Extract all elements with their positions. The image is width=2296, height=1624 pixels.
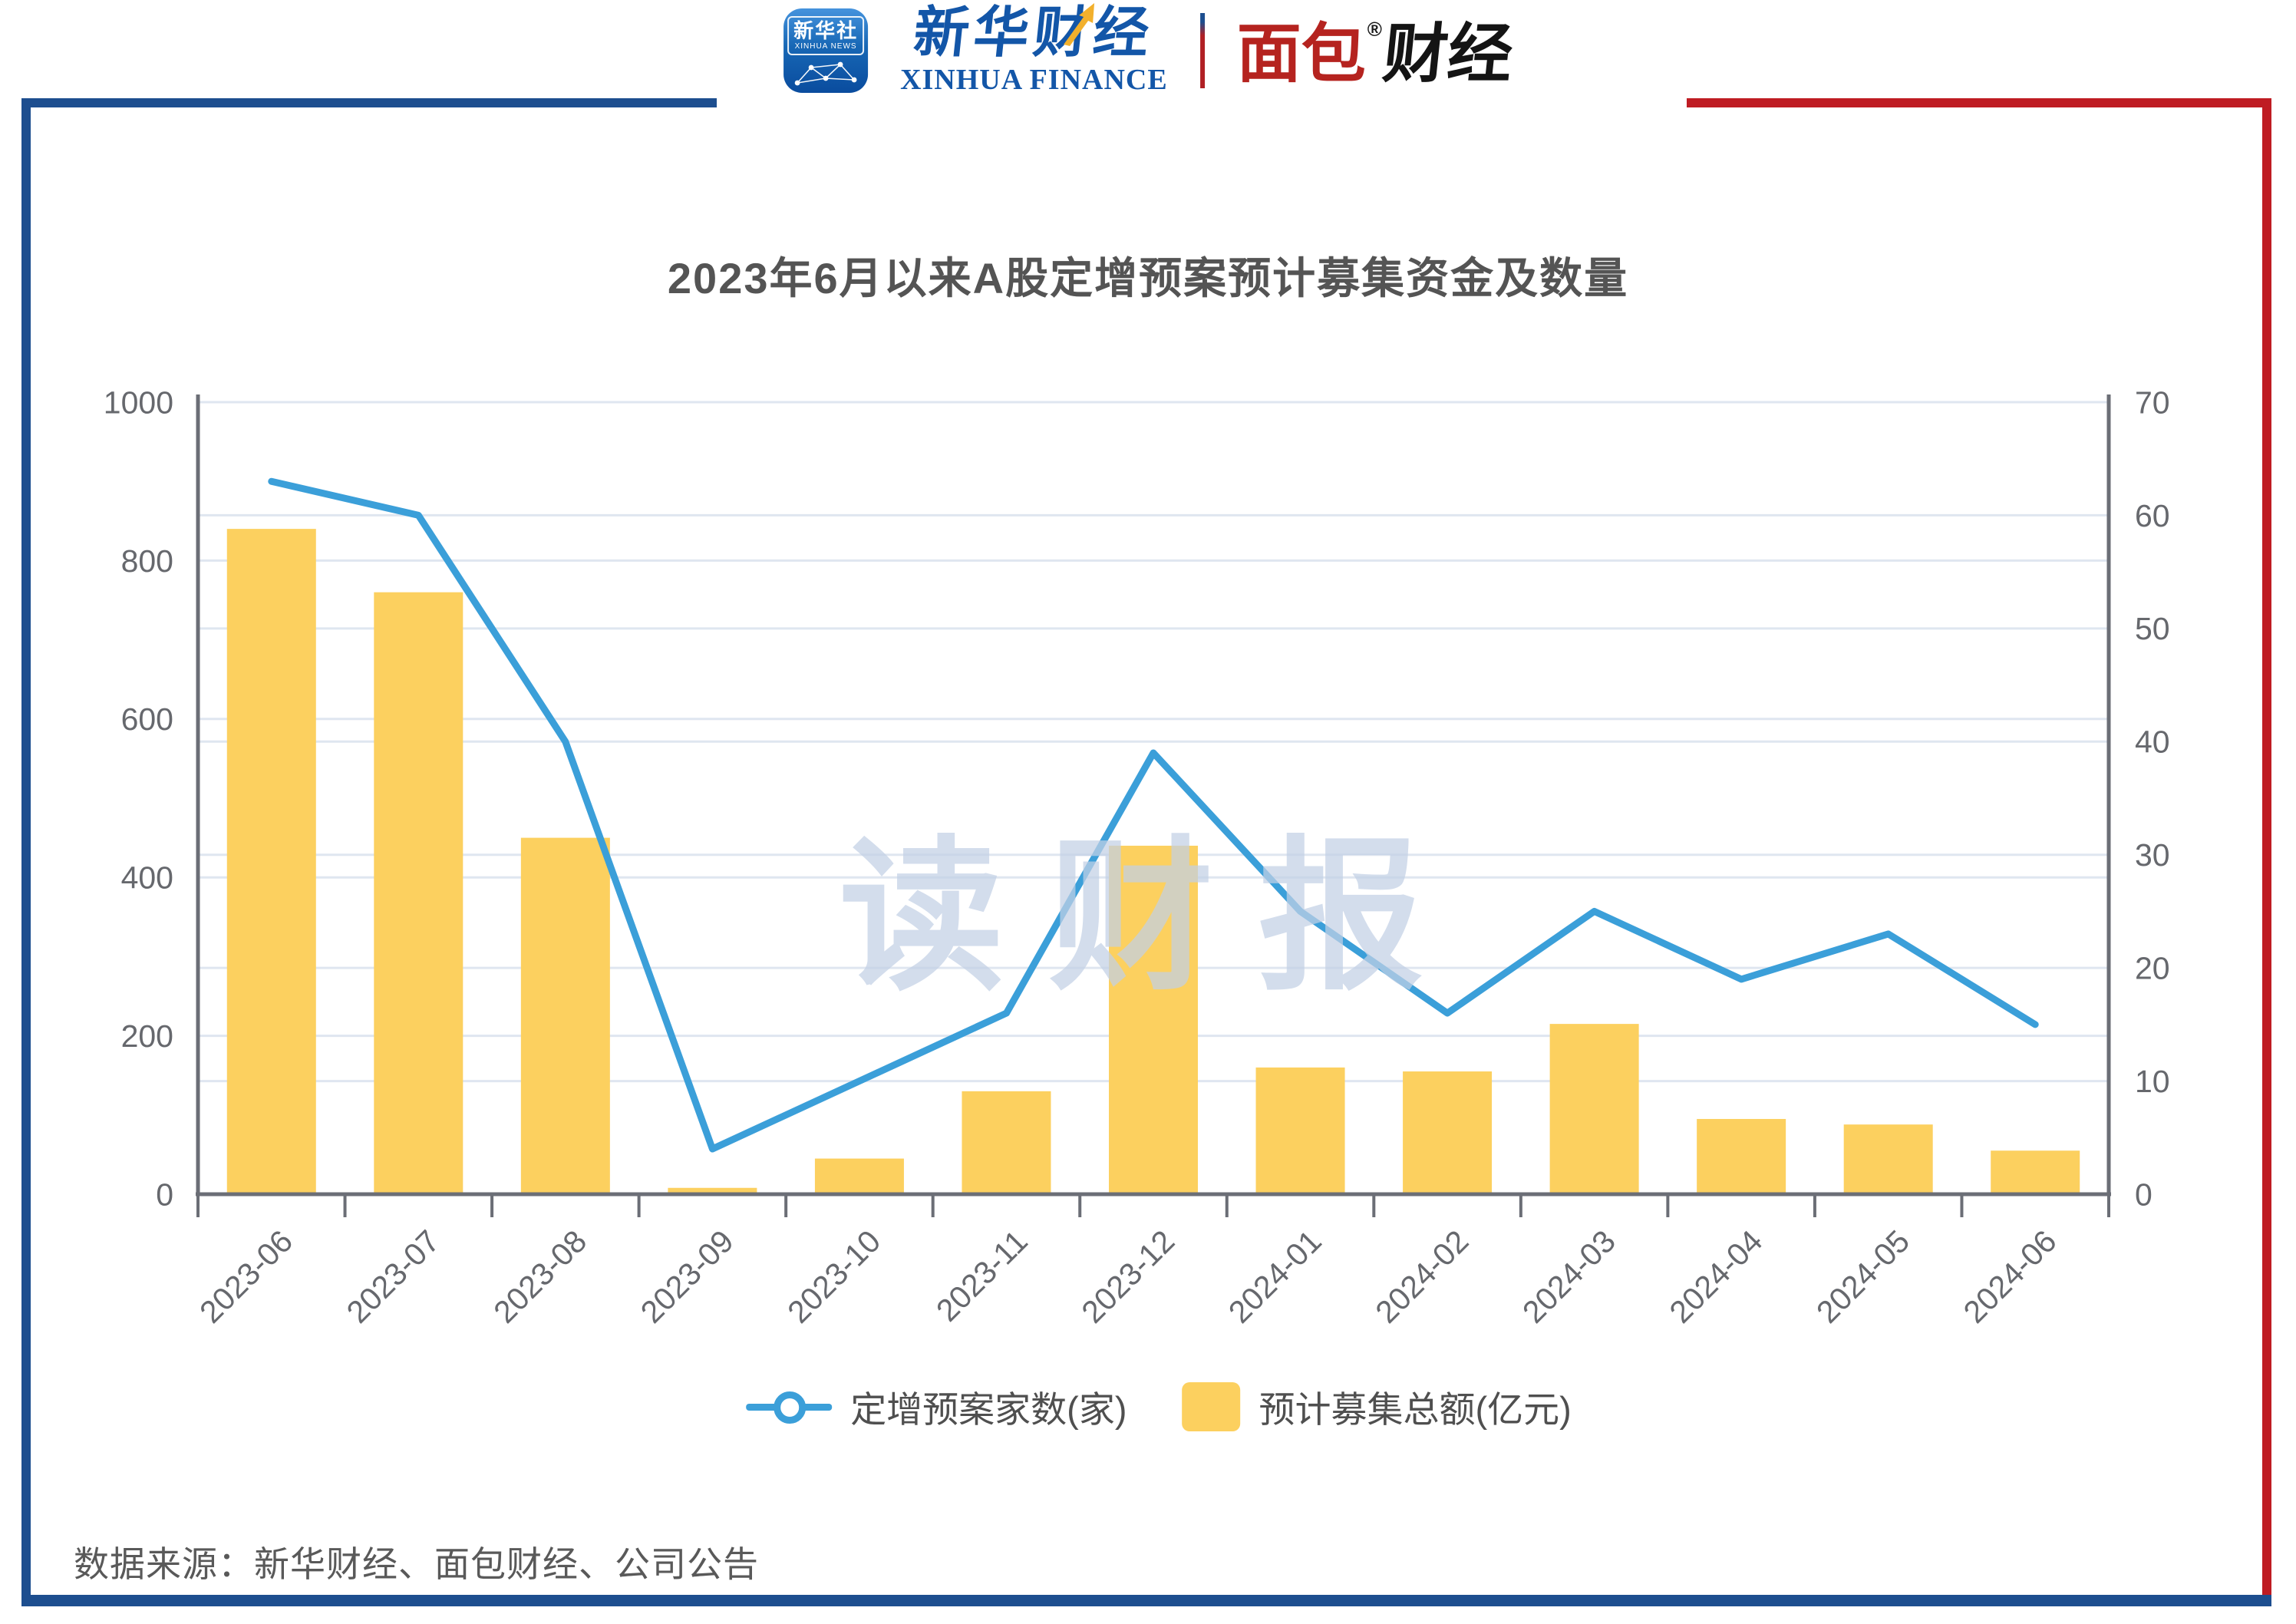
y-tick-label-left-800: 800 bbox=[121, 543, 173, 579]
frame-border-left bbox=[21, 98, 31, 1595]
y-tick-label-right-30: 30 bbox=[2135, 837, 2170, 873]
registered-mark: ® bbox=[1367, 18, 1382, 41]
legend-label-bar: 预计募集总额(亿元) bbox=[1259, 1389, 1572, 1430]
y-tick-label-left-600: 600 bbox=[121, 701, 173, 737]
frame-border-top-right bbox=[1687, 98, 2271, 107]
bar-2024-01 bbox=[1255, 1067, 1345, 1194]
bar-2023-08 bbox=[520, 837, 610, 1194]
bar-2023-12 bbox=[1109, 845, 1198, 1194]
network-graphic-icon bbox=[794, 61, 857, 86]
x-tick-label-2023-07: 2023-07 bbox=[340, 1223, 447, 1330]
legend-item-line: 定增预案家数(家) bbox=[746, 1380, 1127, 1433]
y-tick-label-right-40: 40 bbox=[2135, 725, 2170, 760]
xinhua-news-app-label: 新华社 XINHUA NEWS bbox=[787, 16, 865, 55]
x-tick-label-2024-04: 2024-04 bbox=[1663, 1223, 1770, 1330]
bar-2023-11 bbox=[962, 1091, 1051, 1194]
bar-series-marker-icon bbox=[1182, 1381, 1241, 1431]
xinhua-news-cn: 新华社 bbox=[793, 19, 859, 42]
x-tick-label-2023-09: 2023-09 bbox=[634, 1223, 741, 1330]
xinhua-finance-en: XINHUA FINANCE bbox=[900, 64, 1168, 96]
bread-finance-red: 面包 bbox=[1236, 18, 1366, 90]
xinhua-news-en: XINHUA NEWS bbox=[794, 42, 857, 51]
y-tick-label-left-400: 400 bbox=[121, 860, 173, 896]
y-tick-label-right-60: 60 bbox=[2135, 498, 2170, 533]
x-tick-label-2023-10: 2023-10 bbox=[780, 1223, 887, 1330]
bar-2023-07 bbox=[374, 592, 463, 1194]
bread-finance-logo: 面包 ® 财经 bbox=[1236, 13, 1516, 90]
frame-border-top-left bbox=[21, 98, 717, 107]
line-series-marker-icon bbox=[746, 1390, 833, 1424]
y-tick-label-right-50: 50 bbox=[2135, 611, 2170, 646]
x-tick-label-2024-02: 2024-02 bbox=[1369, 1223, 1476, 1330]
y-tick-label-left-1000: 1000 bbox=[104, 385, 173, 420]
legend-label-line: 定增预案家数(家) bbox=[850, 1389, 1127, 1430]
chart-title: 2023年6月以来A股定增预案预计募集资金及数量 bbox=[667, 254, 1629, 302]
bar-2023-09 bbox=[668, 1187, 757, 1194]
header: 新华社 XINHUA NEWS 新华财经 XINHUA FINANC bbox=[783, 2, 1516, 97]
x-tick-label-2023-11: 2023-11 bbox=[929, 1223, 1034, 1329]
y-tick-label-right-20: 20 bbox=[2135, 950, 2170, 985]
data-source-note: 数据来源：新华财经、面包财经、公司公告 bbox=[74, 1544, 759, 1584]
bar-2023-10 bbox=[814, 1158, 904, 1194]
x-tick-label-2023-12: 2023-12 bbox=[1074, 1223, 1181, 1330]
x-tick-label-2024-03: 2024-03 bbox=[1516, 1223, 1622, 1330]
bar-2024-02 bbox=[1403, 1071, 1493, 1194]
frame-border-right bbox=[2262, 98, 2271, 1595]
x-tick-label-2024-01: 2024-01 bbox=[1222, 1223, 1328, 1330]
x-tick-label-2024-06: 2024-06 bbox=[1957, 1223, 2063, 1330]
x-tick-label-2024-05: 2024-05 bbox=[1809, 1223, 1916, 1330]
bar-2024-05 bbox=[1843, 1124, 1933, 1194]
gold-up-arrow-icon bbox=[1063, 3, 1094, 46]
count-line-series bbox=[268, 477, 2039, 1153]
logo-divider bbox=[1199, 13, 1205, 88]
xinhua-finance-logo: 新华财经 XINHUA FINANCE bbox=[900, 2, 1168, 97]
x-tick-label-2023-08: 2023-08 bbox=[487, 1223, 593, 1330]
legend-item-bar: 预计募集总额(亿元) bbox=[1182, 1380, 1572, 1433]
frame-border-bottom bbox=[21, 1595, 2271, 1606]
y-tick-label-left-0: 0 bbox=[156, 1177, 173, 1212]
y-tick-label-left-200: 200 bbox=[121, 1018, 173, 1054]
xinhua-news-app-icon: 新华社 XINHUA NEWS bbox=[783, 8, 869, 93]
y-tick-label-right-70: 70 bbox=[2135, 385, 2170, 420]
bar-2024-04 bbox=[1697, 1118, 1786, 1194]
x-tick-label-2023-06: 2023-06 bbox=[193, 1223, 299, 1330]
y-tick-label-right-10: 10 bbox=[2135, 1064, 2170, 1099]
bar-2024-03 bbox=[1549, 1024, 1639, 1194]
legend: 定增预案家数(家) 预计募集总额(亿元) bbox=[746, 1380, 1572, 1433]
bar-2023-06 bbox=[226, 529, 316, 1194]
bar-2024-06 bbox=[1991, 1150, 2080, 1194]
y-tick-label-right-0: 0 bbox=[2135, 1177, 2152, 1212]
